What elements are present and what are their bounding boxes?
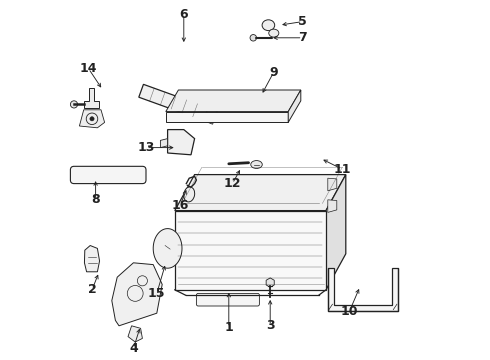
- Text: 14: 14: [80, 62, 97, 75]
- Text: 13: 13: [137, 141, 155, 154]
- Text: 7: 7: [298, 31, 307, 44]
- Ellipse shape: [251, 161, 262, 168]
- Text: 3: 3: [266, 319, 274, 332]
- Text: 6: 6: [179, 8, 188, 21]
- Polygon shape: [175, 211, 326, 290]
- Text: 4: 4: [129, 342, 138, 355]
- Circle shape: [250, 35, 257, 41]
- Polygon shape: [79, 110, 104, 128]
- FancyBboxPatch shape: [196, 293, 259, 306]
- Text: 15: 15: [148, 287, 166, 300]
- Polygon shape: [175, 175, 346, 211]
- Text: 1: 1: [224, 321, 233, 334]
- Polygon shape: [153, 229, 182, 268]
- Polygon shape: [166, 112, 288, 122]
- Polygon shape: [328, 178, 337, 191]
- Polygon shape: [84, 88, 99, 108]
- Polygon shape: [128, 326, 143, 342]
- Polygon shape: [112, 263, 162, 326]
- Polygon shape: [168, 130, 195, 155]
- Polygon shape: [160, 139, 168, 148]
- Polygon shape: [326, 175, 346, 290]
- FancyBboxPatch shape: [71, 166, 146, 184]
- Text: 16: 16: [172, 199, 189, 212]
- Polygon shape: [139, 84, 208, 121]
- Polygon shape: [84, 246, 99, 272]
- Text: 10: 10: [341, 305, 358, 318]
- Polygon shape: [204, 108, 217, 124]
- Polygon shape: [288, 90, 301, 122]
- Text: 8: 8: [91, 193, 100, 206]
- Polygon shape: [328, 268, 398, 311]
- Text: 11: 11: [334, 163, 351, 176]
- Circle shape: [71, 101, 77, 108]
- Ellipse shape: [269, 29, 279, 37]
- Text: 5: 5: [298, 15, 307, 28]
- Polygon shape: [166, 90, 301, 112]
- Circle shape: [90, 117, 94, 121]
- Text: 2: 2: [88, 283, 97, 296]
- Ellipse shape: [262, 20, 275, 31]
- Polygon shape: [328, 200, 337, 212]
- Ellipse shape: [184, 187, 195, 202]
- Text: 9: 9: [270, 66, 278, 78]
- Text: 12: 12: [223, 177, 241, 190]
